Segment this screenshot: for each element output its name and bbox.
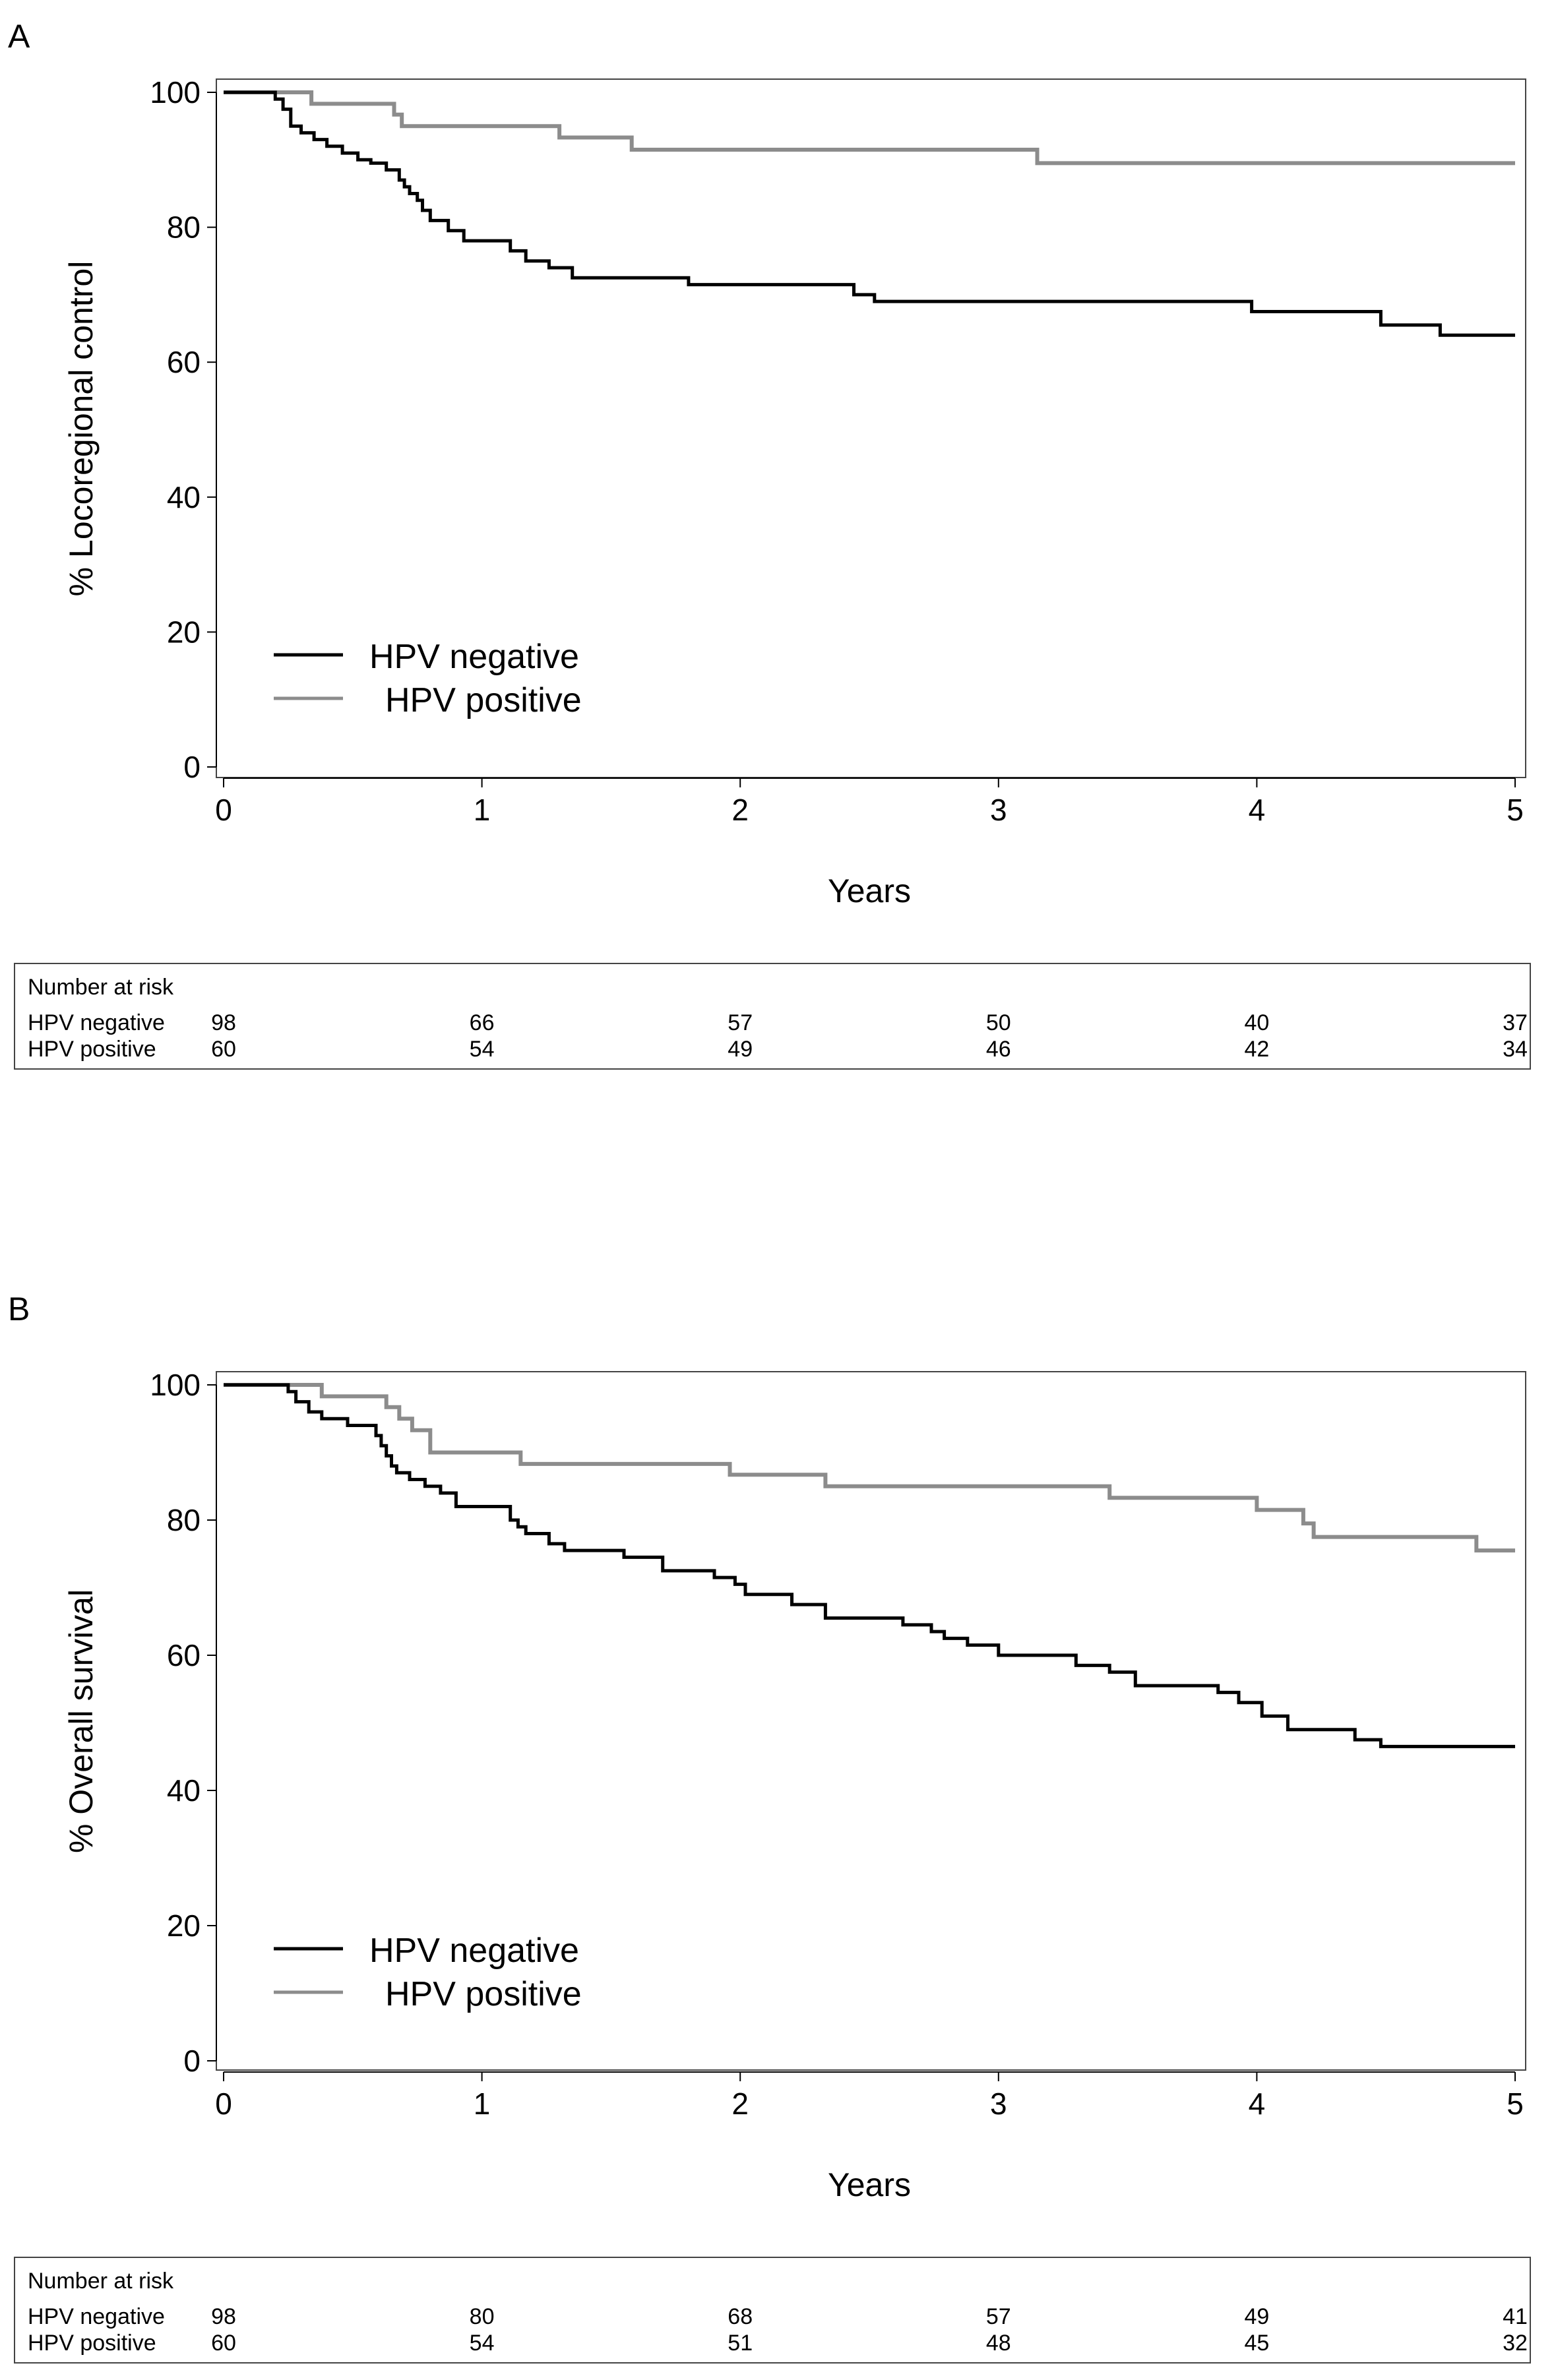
panel-b-y-tick-label-80: 80 [167, 1503, 201, 1537]
panel-a-x-tick-label-4: 4 [1249, 793, 1266, 827]
panel-a-risk-count-hpv-negative-4: 40 [1244, 1010, 1269, 1035]
panel-b-y-tick-label-40: 40 [167, 1773, 201, 1808]
panel-b-curve-hpv-positive [224, 1383, 1515, 1553]
panel-b-x-tick-label-3: 3 [990, 2087, 1007, 2121]
panel-a-x-tick-label-2: 2 [731, 793, 749, 827]
panel-b-x-axis-title: Years [828, 2166, 911, 2203]
panel-a-risk-count-hpv-negative-5: 37 [1503, 1010, 1528, 1035]
panel-b-risk-count-hpv-negative-4: 49 [1244, 2304, 1269, 2329]
panel-b-risk-table: Number at risk HPV negative HPV positive… [14, 2257, 1531, 2364]
panel-b-risk-count-hpv-negative-2: 68 [728, 2304, 753, 2329]
panel-a-risk-table: Number at risk HPV negative HPV positive… [14, 963, 1531, 1070]
panel-b-risk-count-hpv-negative-3: 57 [986, 2304, 1011, 2329]
panel-b-x-tick-label-2: 2 [731, 2087, 749, 2121]
panel-b-risk-count-hpv-positive-5: 32 [1503, 2331, 1528, 2356]
panel-b-risk-count-hpv-positive-2: 51 [728, 2331, 753, 2356]
panel-a-curve-hpv-positive [224, 90, 1515, 166]
panel-a-risk-count-hpv-positive-2: 49 [728, 1037, 753, 1062]
panel-b-risk-table-heading: Number at risk [28, 2269, 174, 2294]
panel-a-x-tick-label-5: 5 [1507, 793, 1524, 827]
panel-b-risk-count-hpv-negative-1: 80 [470, 2304, 495, 2329]
panel-a-y-tick-label-0: 0 [183, 750, 201, 784]
panel-a-y-tick-label-100: 100 [150, 75, 201, 109]
panel-a-risk-count-hpv-positive-0: 60 [211, 1037, 236, 1062]
panel-b-risk-row-hpv-positive-label: HPV positive [28, 2331, 156, 2356]
panel-b-x-axis: 0 1 2 3 4 5 [215, 2071, 1524, 2121]
panel-a-risk-counts: 98 66 57 50 40 37 60 54 49 46 42 34 [211, 1010, 1528, 1062]
panel-a-risk-count-hpv-positive-3: 46 [986, 1037, 1011, 1062]
panel-b-y-tick-label-100: 100 [150, 1368, 201, 1402]
panel-b-y-tick-label-0: 0 [183, 2044, 201, 2078]
panel-a-y-tick-label-20: 20 [167, 615, 201, 649]
panel-b-y-tick-label-20: 20 [167, 1908, 201, 1943]
panel-b-x-tick-label-5: 5 [1507, 2087, 1524, 2121]
panel-a-x-axis: 0 1 2 3 4 5 [215, 778, 1524, 827]
panel-a-y-tick-label-40: 40 [167, 480, 201, 514]
panel-a-x-tick-label-1: 1 [474, 793, 491, 827]
panel-a-x-axis-title: Years [828, 872, 911, 909]
panel-a-risk-table-heading: Number at risk [28, 975, 174, 1000]
panel-b-risk-count-hpv-negative-5: 41 [1503, 2304, 1528, 2329]
panel-a-curve-hpv-negative [224, 90, 1515, 337]
panel-a-risk-count-hpv-negative-0: 98 [211, 1010, 236, 1035]
panel-a-legend-label-hpv-negative: HPV negative [369, 638, 579, 676]
panel-a-risk-row-hpv-negative-label: HPV negative [28, 1010, 165, 1035]
panel-a-risk-count-hpv-negative-3: 50 [986, 1010, 1011, 1035]
panel-b-y-axis: 0 20 40 60 80 100 [150, 1368, 217, 2078]
panel-b-curve-hpv-negative [224, 1383, 1515, 1748]
panel-a-y-axis-title: % Locoregional control [63, 261, 100, 597]
panel-a-risk-count-hpv-negative-1: 66 [470, 1010, 495, 1035]
panel-b-risk-count-hpv-negative-0: 98 [211, 2304, 236, 2329]
panel-b-risk-table-frame [14, 2257, 1531, 2364]
panel-b-legend-label-hpv-negative: HPV negative [369, 1932, 579, 1970]
panel-b-risk-counts: 98 80 68 57 49 41 60 54 51 48 45 32 [211, 2304, 1528, 2356]
panel-a-legend: HPV negative HPV positive [274, 638, 582, 719]
panel-a-y-tick-label-80: 80 [167, 210, 201, 245]
panel-b-x-tick-label-0: 0 [215, 2087, 232, 2121]
panel-b-y-tick-label-60: 60 [167, 1638, 201, 1672]
panel-b-risk-count-hpv-positive-3: 48 [986, 2331, 1011, 2356]
panel-b-curves [224, 1383, 1515, 1748]
panel-a-risk-count-hpv-positive-1: 54 [470, 1037, 495, 1062]
panel-a-legend-label-hpv-positive: HPV positive [385, 681, 582, 719]
panel-b-risk-row-hpv-negative-label: HPV negative [28, 2304, 165, 2329]
panel-b-x-tick-label-1: 1 [474, 2087, 491, 2121]
panel-b-legend-label-hpv-positive: HPV positive [385, 1975, 582, 2013]
panel-a-risk-count-hpv-positive-5: 34 [1503, 1037, 1528, 1062]
panel-a-risk-row-hpv-positive-label: HPV positive [28, 1037, 156, 1062]
panel-a-risk-table-frame [14, 963, 1531, 1070]
panel-a-x-tick-label-0: 0 [215, 793, 232, 827]
panel-a-y-axis: 0 20 40 60 80 100 [150, 75, 217, 784]
panel-b-risk-count-hpv-positive-1: 54 [470, 2331, 495, 2356]
panel-a-label: A [8, 18, 30, 55]
panel-a-risk-count-hpv-negative-2: 57 [728, 1010, 753, 1035]
panel-a-curves [224, 90, 1515, 337]
panel-b-risk-count-hpv-positive-4: 45 [1244, 2331, 1269, 2356]
panel-b-label: B [8, 1291, 30, 1327]
panel-a-x-tick-label-3: 3 [990, 793, 1007, 827]
panel-b-risk-count-hpv-positive-0: 60 [211, 2331, 236, 2356]
panel-a-risk-count-hpv-positive-4: 42 [1244, 1037, 1269, 1062]
panel-b-legend: HPV negative HPV positive [274, 1932, 582, 2013]
panel-a-y-tick-label-60: 60 [167, 345, 201, 379]
panel-b-y-axis-title: % Overall survival [63, 1589, 100, 1853]
panel-b-x-tick-label-4: 4 [1249, 2087, 1266, 2121]
